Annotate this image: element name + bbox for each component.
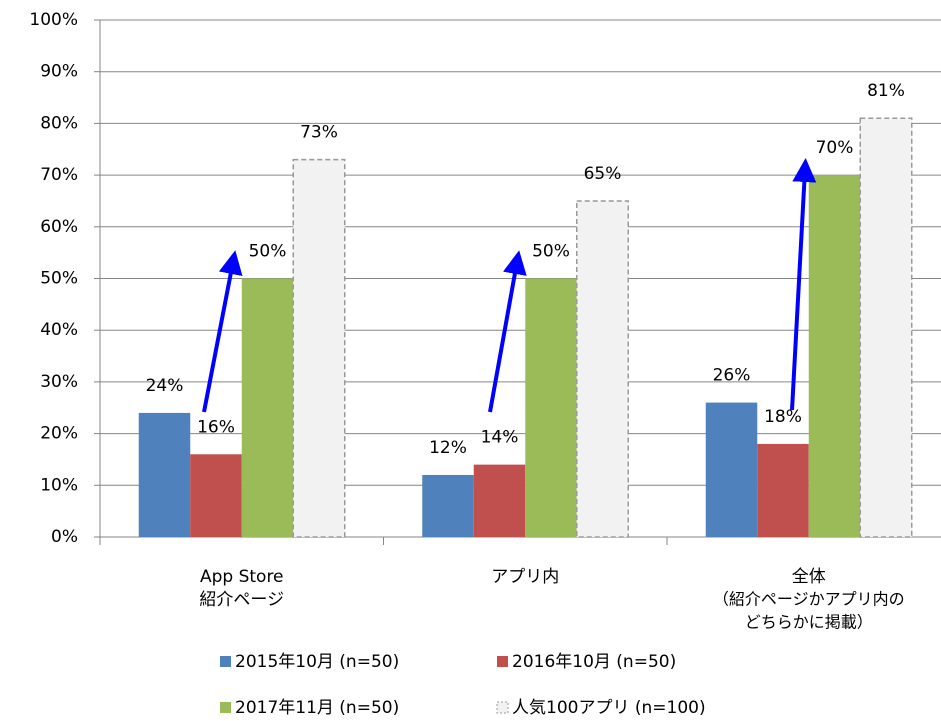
- legend-swatch: [496, 701, 509, 714]
- bar: [422, 474, 474, 537]
- data-label: 24%: [146, 376, 184, 396]
- bar: [705, 402, 758, 537]
- y-tick-label: 30%: [40, 372, 78, 392]
- y-tick-label: 80%: [40, 113, 78, 133]
- y-tick-label: 70%: [40, 165, 78, 185]
- legend-label: 2015年10月 (n=50): [235, 652, 399, 672]
- x-tick-label: 紹介ページ: [199, 590, 284, 610]
- data-label: 73%: [300, 123, 338, 143]
- data-label: 50%: [249, 242, 287, 262]
- x-tick-label: アプリ内: [491, 567, 559, 587]
- data-label: 26%: [713, 366, 751, 386]
- x-tick-label: 全体: [792, 567, 826, 587]
- y-tick-label: 50%: [40, 269, 78, 289]
- data-label: 14%: [481, 428, 519, 448]
- legend-swatch: [220, 702, 231, 713]
- legend-swatch: [497, 656, 508, 667]
- bar: [473, 464, 526, 537]
- arrows: [202, 158, 817, 413]
- y-tick-label: 90%: [40, 62, 78, 82]
- bar: [190, 454, 242, 537]
- data-label: 65%: [584, 164, 622, 184]
- y-tick-label: 10%: [40, 475, 78, 495]
- y-tick-label: 40%: [40, 320, 78, 340]
- plot-area: 0% 10% 20% 30% 40% 50% 60% 70% 80% 90% 100% App Sto…: [29, 10, 941, 718]
- arrow: [202, 250, 243, 413]
- bar: [525, 278, 577, 537]
- legend-label: 2016年10月 (n=50): [512, 652, 676, 672]
- arrow: [488, 250, 527, 413]
- legend-swatch: [220, 656, 231, 667]
- bar: [808, 175, 861, 537]
- data-label: 18%: [764, 407, 802, 427]
- data-label: 50%: [532, 242, 570, 262]
- bar: [859, 117, 913, 538]
- data-label: 16%: [197, 417, 235, 437]
- y-tick-label: 0%: [51, 527, 78, 547]
- y-tick-label: 20%: [40, 424, 78, 444]
- arrow: [790, 158, 817, 411]
- bar: [241, 278, 294, 537]
- bar: [757, 443, 809, 537]
- data-label: 81%: [867, 81, 905, 101]
- legend-label: 2017年11月 (n=50): [235, 698, 399, 718]
- bar: [138, 412, 191, 537]
- x-tick-label: App Store: [200, 567, 284, 587]
- data-label: 70%: [816, 138, 854, 158]
- legend-label: 人気100アプリ (n=100): [512, 698, 706, 718]
- bar: [292, 158, 346, 538]
- x-tick-label: どちらかに掲載）: [745, 613, 873, 632]
- y-tick-label: 100%: [29, 10, 78, 30]
- bar: [576, 200, 629, 538]
- y-tick-label: 60%: [40, 217, 78, 237]
- x-tick-label: （紹介ページかアプリ内の: [713, 590, 905, 609]
- data-label: 12%: [429, 438, 467, 458]
